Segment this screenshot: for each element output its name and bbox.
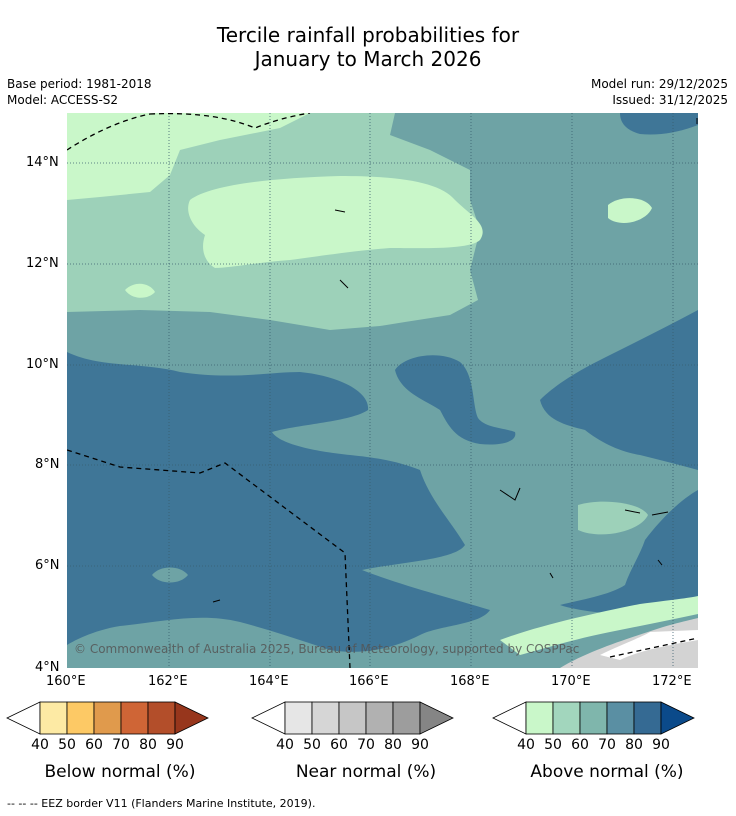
zone-above-50-center [188,176,483,268]
lat-label-4n: 4°N [35,660,60,675]
lat-label-6n: 6°N [35,558,60,573]
lon-label-160e: 160°E [46,674,86,689]
copyright-text: © Commonwealth of Australia 2025, Bureau… [74,642,579,656]
above-colorbar-segment [633,701,662,735]
below-colorbar-tick-label: 80 [139,737,157,753]
below-colorbar-tick-label: 50 [58,737,76,753]
below-colorbar-segment [120,701,149,735]
zone-above-80-center [395,355,516,445]
above-colorbar-tick-label: 50 [544,737,562,753]
near-colorbar-tick-label: 50 [303,737,321,753]
base-period: Base period: 1981-2018 [7,77,152,91]
below-colorbar-tick-label: 60 [85,737,103,753]
zone-above-80-east-inner [540,310,698,470]
model-name: Model: ACCESS-S2 [7,93,119,107]
lon-label-168e: 168°E [450,674,490,689]
above-colorbar-tick-label: 60 [571,737,589,753]
below-colorbar-over-triangle [174,701,209,735]
above-colorbar-segment [606,701,635,735]
near-colorbar-tick-label: 70 [357,737,375,753]
above-colorbar-tick-label: 40 [517,737,535,753]
colorbars [6,701,695,735]
zone-above-50-south [500,596,698,655]
below-colorbar-tick-label: 70 [112,737,130,753]
zone-above-60-right-patch [578,501,648,535]
title-line-1: Tercile rainfall probabilities for [216,23,520,47]
near-colorbar-segment [284,701,313,735]
lat-label-12n: 12°N [26,256,59,271]
near-colorbar-segment [311,701,340,735]
near-colorbar-tick-label: 80 [384,737,402,753]
above-colorbar-segment [525,701,554,735]
below-colorbar-segment [39,701,68,735]
above-colorbar-segment [579,701,608,735]
zone-above-80-east [560,308,698,615]
zone-white-corner [600,630,698,660]
near-colorbar-tick-label: 40 [276,737,294,753]
zone-above-50-northwest [67,113,310,200]
eez-footer-note: -- -- -- EEZ border V11 (Flanders Marine… [7,797,316,810]
lon-label-166e: 166°E [349,674,389,689]
zone-above-70-island [152,567,188,583]
below-colorbar-segment [147,701,176,735]
near-colorbar-segment [392,701,421,735]
zone-above-50-small-1 [125,283,155,298]
lon-label-164e: 164°E [249,674,289,689]
lon-label-162e: 162°E [148,674,188,689]
below-colorbar-under-triangle [6,701,41,735]
zone-above-80-ne [620,113,698,135]
islands [212,118,698,603]
above-colorbar-over-triangle [660,701,695,735]
lat-label-14n: 14°N [26,155,59,170]
meta-right: Model run: 29/12/2025 Issued: 31/12/2025 [591,76,728,108]
zone-above-50-small-2 [608,198,652,223]
lon-label-172e: 172°E [652,674,692,689]
below-colorbar-segment [66,701,95,735]
gridlines [67,113,698,668]
near-colorbar-segment [365,701,394,735]
below-colorbar-tick-label: 40 [31,737,49,753]
near-colorbar-under-triangle [251,701,286,735]
lon-label-170e: 170°E [551,674,591,689]
near-colorbar-segment [338,701,367,735]
below-normal-title: Below normal (%) [44,762,196,782]
above-colorbar-tick-label: 90 [652,737,670,753]
lat-label-10n: 10°N [26,357,59,372]
below-colorbar-tick-label: 90 [166,737,184,753]
below-colorbar-segment [93,701,122,735]
map-plot: © Commonwealth of Australia 2025, Bureau… [67,113,698,668]
near-normal-title: Near normal (%) [295,762,437,782]
above-colorbar-segment [552,701,581,735]
above-normal-title: Above normal (%) [530,762,684,782]
eez-border [67,113,698,668]
above-colorbar-tick-label: 80 [625,737,643,753]
above-colorbar-under-triangle [492,701,527,735]
near-colorbar-tick-label: 90 [411,737,429,753]
title-line-2: January to March 2026 [254,47,482,71]
near-colorbar-tick-label: 60 [330,737,348,753]
model-run: Model run: 29/12/2025 [590,77,728,91]
above-colorbar-tick-label: 70 [598,737,616,753]
near-colorbar-over-triangle [419,701,454,735]
lat-label-8n: 8°N [35,457,60,472]
meta-left: Base period: 1981-2018 Model: ACCESS-S2 [7,76,152,108]
issued-date: Issued: 31/12/2025 [612,93,728,107]
